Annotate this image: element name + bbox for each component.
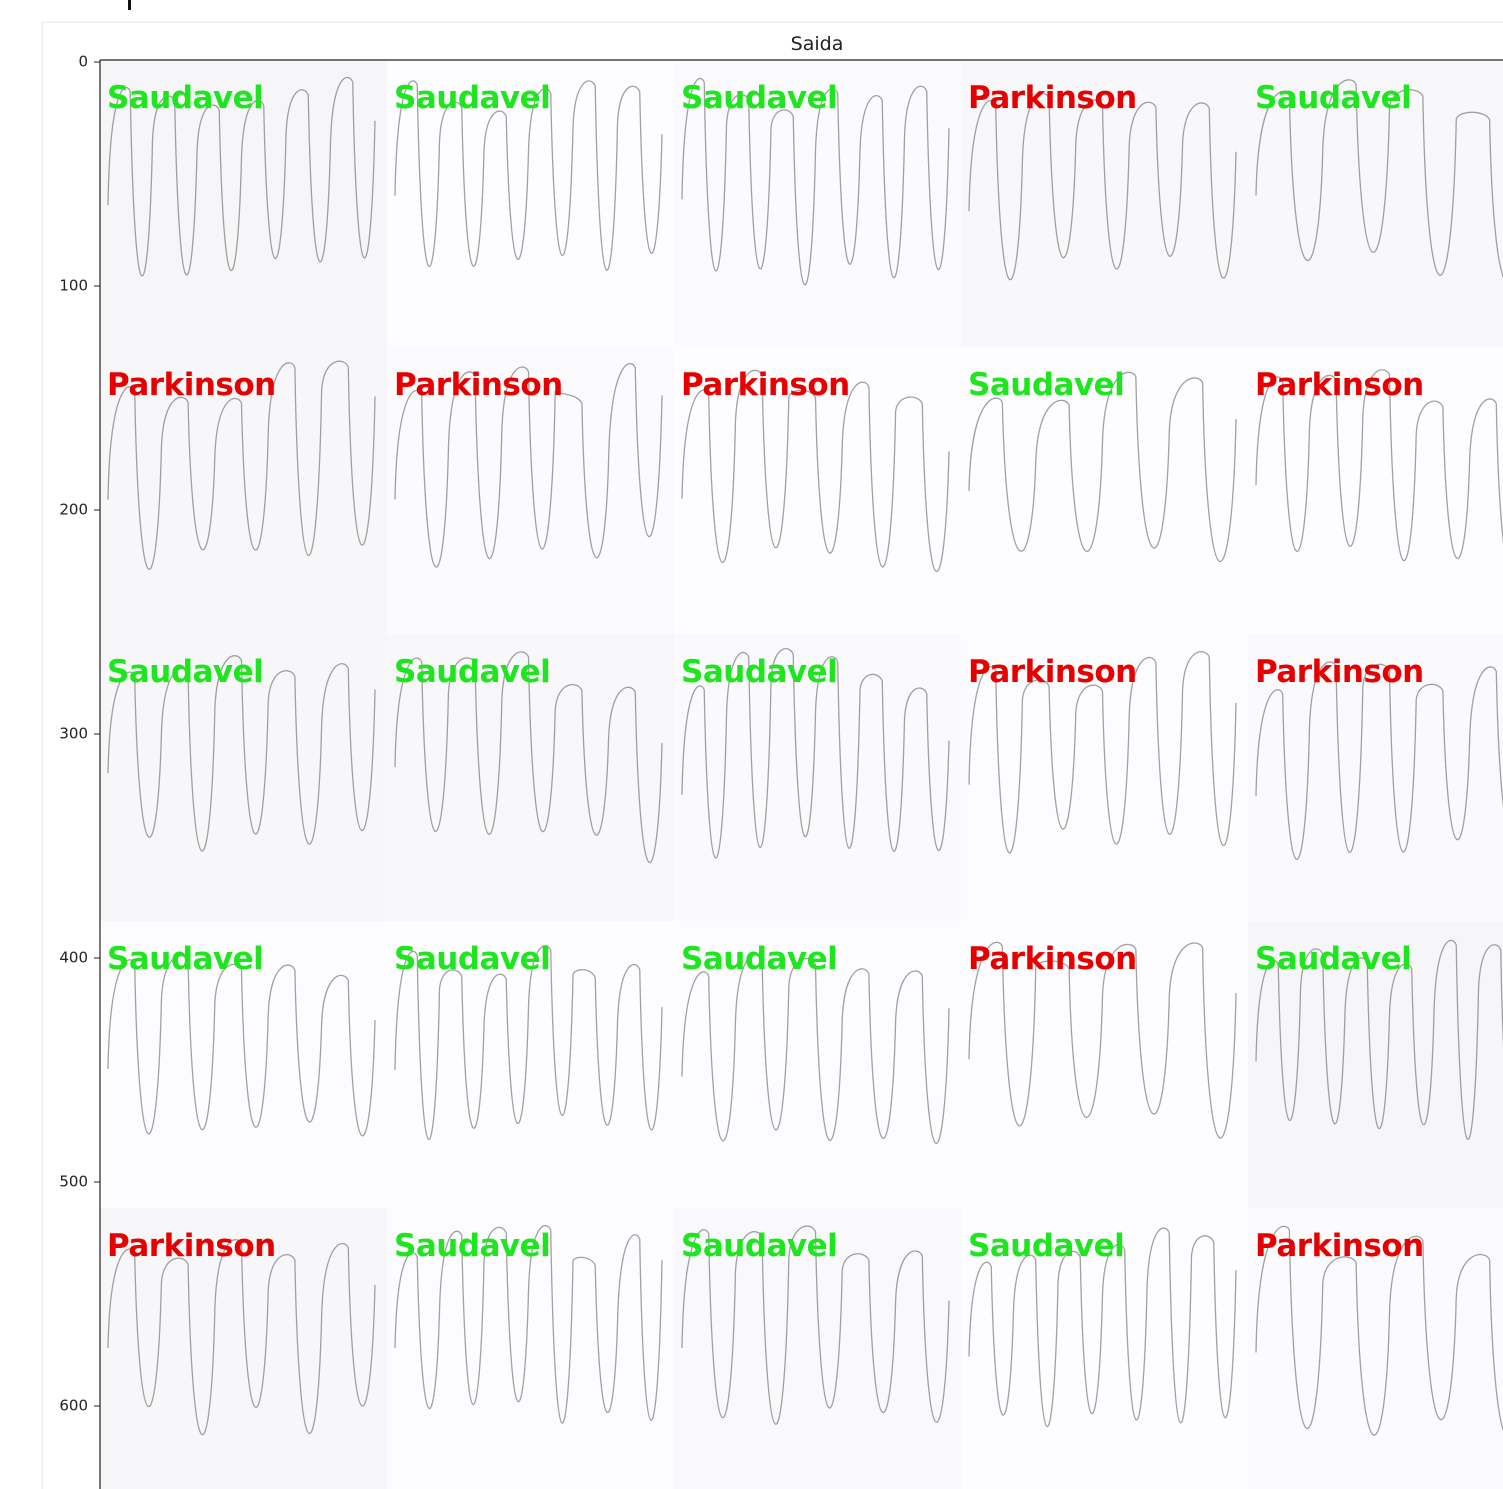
tile-background — [387, 634, 674, 921]
y-tick-label: 600 — [59, 1397, 88, 1415]
tile-background — [100, 634, 387, 921]
tile-background — [1248, 921, 1503, 1208]
tile-label: Parkinson — [107, 1228, 276, 1264]
tile-label: Saudavel — [968, 367, 1124, 403]
tile-background — [100, 347, 387, 634]
handwriting-stroke — [968, 371, 1237, 562]
tile-background — [674, 921, 961, 1208]
handwriting-stroke — [394, 1224, 663, 1424]
tile-label: Parkinson — [968, 654, 1137, 690]
tile-label: Parkinson — [968, 941, 1137, 977]
tile-label: Saudavel — [394, 654, 550, 690]
tile-label: Saudavel — [681, 654, 837, 690]
y-tick-label: 400 — [59, 949, 88, 967]
handwriting-stroke — [681, 77, 950, 286]
handwriting-stroke — [968, 92, 1237, 281]
tile-background — [387, 61, 674, 347]
tile-label: Parkinson — [1255, 367, 1424, 403]
tile-label: Parkinson — [394, 367, 563, 403]
tile-label: Saudavel — [107, 941, 263, 977]
y-tick-label: 500 — [59, 1173, 88, 1191]
tile-background — [961, 1208, 1248, 1489]
handwriting-stroke — [394, 945, 663, 1140]
tile-background — [100, 921, 387, 1208]
tile-label: Saudavel — [107, 80, 263, 116]
tile-label: Saudavel — [1255, 80, 1411, 116]
tile-background — [674, 1208, 961, 1489]
y-axis: 0 100 200 300 400 500 600 — [59, 53, 100, 1415]
tile-label: Saudavel — [968, 1228, 1124, 1264]
tile-label: Saudavel — [107, 654, 263, 690]
tile-label: Parkinson — [107, 367, 276, 403]
handwriting-stroke — [394, 651, 663, 864]
handwriting-stroke — [1255, 939, 1503, 1140]
plot-title: Saida — [791, 33, 844, 55]
handwriting-stroke — [394, 363, 663, 568]
tile-label: Parkinson — [968, 80, 1137, 116]
handwriting-stroke — [107, 655, 376, 852]
tile-background — [674, 634, 961, 921]
tile-background — [387, 1208, 674, 1489]
tile-background — [1248, 347, 1503, 634]
tile-background — [100, 1208, 387, 1489]
tile-label: Saudavel — [681, 941, 837, 977]
handwriting-stroke — [968, 941, 1237, 1139]
y-tick-label: 100 — [59, 277, 88, 295]
handwriting-stroke — [681, 369, 950, 573]
tile-background — [100, 61, 387, 347]
tile-label: Saudavel — [681, 1228, 837, 1264]
handwriting-stroke — [107, 360, 376, 570]
tile-background — [387, 921, 674, 1208]
tile-background — [961, 61, 1248, 347]
tile-label: Parkinson — [1255, 654, 1424, 690]
handwriting-stroke — [1255, 79, 1503, 278]
y-tick-label: 200 — [59, 501, 88, 519]
handwriting-stroke — [1255, 1225, 1503, 1436]
handwriting-stroke — [681, 1225, 950, 1425]
tile-label: Saudavel — [1255, 941, 1411, 977]
tile-background — [1248, 634, 1503, 921]
tile-label: Parkinson — [1255, 1228, 1424, 1264]
tile-label: Parkinson — [681, 367, 850, 403]
tile-label: Saudavel — [394, 80, 550, 116]
tile-background — [674, 61, 961, 347]
handwriting-stroke — [1255, 661, 1503, 860]
tile-label: Saudavel — [394, 1228, 550, 1264]
tile-label: Saudavel — [394, 941, 550, 977]
handwriting-stroke — [107, 76, 376, 277]
tile-background — [1248, 61, 1503, 347]
handwriting-stroke — [968, 651, 1237, 854]
handwriting-stroke — [681, 953, 950, 1144]
cursor-mark — [128, 0, 131, 10]
tile-background — [961, 347, 1248, 634]
tile-background — [387, 347, 674, 634]
handwriting-stroke — [107, 1239, 376, 1436]
handwriting-stroke — [107, 955, 376, 1137]
tile-background — [961, 921, 1248, 1208]
handwriting-stroke — [1255, 369, 1503, 562]
handwriting-stroke — [968, 1227, 1237, 1428]
tile-label: Saudavel — [681, 80, 837, 116]
tile-background — [961, 634, 1248, 921]
image-montage: Saudavel Saudavel Saudavel Parkinson Saudave… — [100, 61, 1503, 1489]
y-tick-label: 300 — [59, 725, 88, 743]
tile-background — [1248, 1208, 1503, 1489]
y-tick-label: 0 — [78, 53, 88, 71]
handwriting-stroke — [681, 648, 950, 859]
tile-background — [674, 347, 961, 634]
handwriting-stroke — [394, 80, 663, 271]
